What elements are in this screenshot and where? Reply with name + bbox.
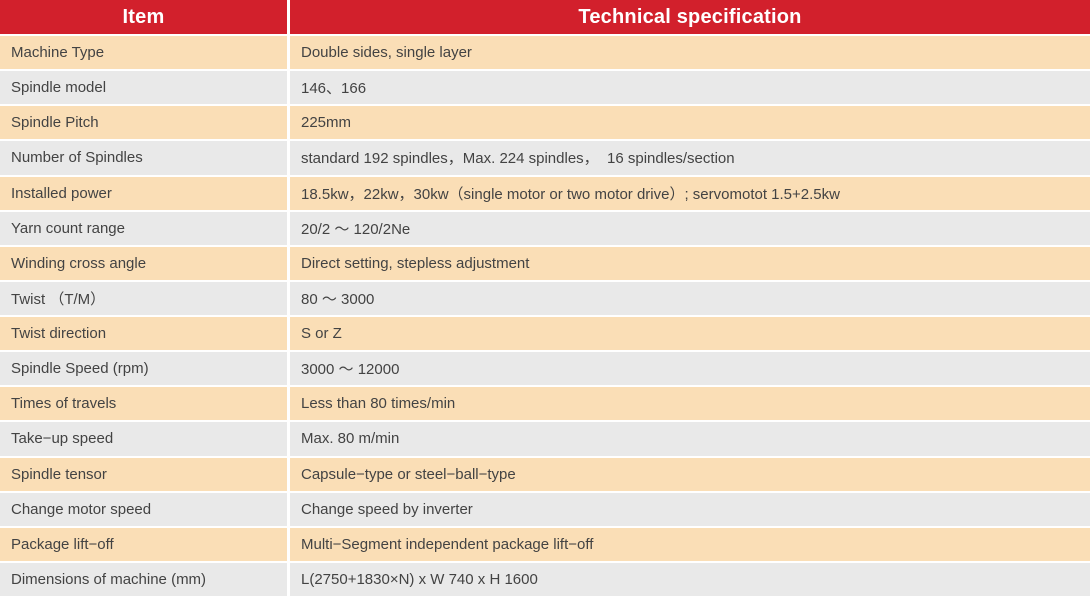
column-divider <box>287 106 290 140</box>
row-spec-value: 20/2 ～ 120/2Ne <box>290 211 1090 245</box>
table-row: Times of travels Less than 80 times/min <box>0 387 1090 421</box>
column-divider <box>287 317 290 351</box>
column-divider <box>287 0 290 34</box>
table-header-row: Item Technical specification <box>0 0 1090 34</box>
column-header-item: Item <box>122 5 165 28</box>
table-row: Change motor speed Change speed by inver… <box>0 492 1090 526</box>
row-item-label: Dimensions of machine (mm) <box>0 562 287 596</box>
table-row: Yarn count range 20/2 ～ 120/2Ne <box>0 211 1090 245</box>
row-item-label: Spindle Pitch <box>0 106 287 140</box>
column-divider <box>287 422 290 456</box>
row-spec-value: L(2750+1830×N) x W 740 x H 1600 <box>290 562 1090 596</box>
table-row: Winding cross angle Direct setting, step… <box>0 246 1090 280</box>
table-row: Number of Spindles standard 192 spindles… <box>0 141 1090 175</box>
table-row: Dimensions of machine (mm) L(2750+1830×N… <box>0 562 1090 596</box>
row-item-label: Change motor speed <box>0 492 287 526</box>
row-spec-value: 3000 ～ 12000 <box>290 352 1090 386</box>
column-divider <box>287 352 290 386</box>
column-divider <box>287 527 290 561</box>
table-row: Spindle Pitch 225mm <box>0 106 1090 140</box>
row-spec-value: Multi−Segment independent package lift−o… <box>290 527 1090 561</box>
column-divider <box>287 211 290 245</box>
row-item-label: Twist （T/M） <box>0 281 287 315</box>
table-row: Spindle tensor Capsule−type or steel−bal… <box>0 457 1090 491</box>
column-divider <box>287 562 290 596</box>
row-item-label: Machine Type <box>0 36 287 70</box>
row-item-label: Yarn count range <box>0 211 287 245</box>
row-item-label: Package lift−off <box>0 527 287 561</box>
table-row: Spindle model 146、166 <box>0 71 1090 105</box>
row-spec-value: Max. 80 m/min <box>290 422 1090 456</box>
table-row: Take−up speed Max. 80 m/min <box>0 422 1090 456</box>
table-row: Twist （T/M） 80 ～ 3000 <box>0 281 1090 315</box>
table-row: Installed power 18.5kw，22kw，30kw（single … <box>0 176 1090 210</box>
row-item-label: Winding cross angle <box>0 246 287 280</box>
row-item-label: Take−up speed <box>0 422 287 456</box>
table-row: Machine Type Double sides, single layer <box>0 36 1090 70</box>
table-row: Package lift−off Multi−Segment independe… <box>0 527 1090 561</box>
column-divider <box>287 457 290 491</box>
row-spec-value: 146、166 <box>290 71 1090 105</box>
column-divider <box>287 246 290 280</box>
row-spec-value: S or Z <box>290 317 1090 351</box>
row-item-label: Times of travels <box>0 387 287 421</box>
column-divider <box>287 387 290 421</box>
column-divider <box>287 176 290 210</box>
row-spec-value: Capsule−type or steel−ball−type <box>290 457 1090 491</box>
column-divider <box>287 71 290 105</box>
row-spec-value: Change speed by inverter <box>290 492 1090 526</box>
column-divider <box>287 141 290 175</box>
row-spec-value: 18.5kw，22kw，30kw（single motor or two mot… <box>290 176 1090 210</box>
row-spec-value: 225mm <box>290 106 1090 140</box>
row-item-label: Number of Spindles <box>0 141 287 175</box>
row-spec-value: standard 192 spindles，Max. 224 spindles，… <box>290 141 1090 175</box>
row-item-label: Spindle Speed (rpm) <box>0 352 287 386</box>
table-row: Twist direction S or Z <box>0 317 1090 351</box>
table-row: Spindle Speed (rpm) 3000 ～ 12000 <box>0 352 1090 386</box>
row-spec-value: 80 ～ 3000 <box>290 281 1090 315</box>
row-item-label: Twist direction <box>0 317 287 351</box>
row-item-label: Spindle model <box>0 71 287 105</box>
column-divider <box>287 36 290 70</box>
column-divider <box>287 492 290 526</box>
row-spec-value: Direct setting, stepless adjustment <box>290 246 1090 280</box>
row-spec-value: Less than 80 times/min <box>290 387 1090 421</box>
row-item-label: Installed power <box>0 176 287 210</box>
column-header-technical-specification: Technical specification <box>578 5 802 28</box>
column-divider <box>287 281 290 315</box>
row-spec-value: Double sides, single layer <box>290 36 1090 70</box>
row-item-label: Spindle tensor <box>0 457 287 491</box>
